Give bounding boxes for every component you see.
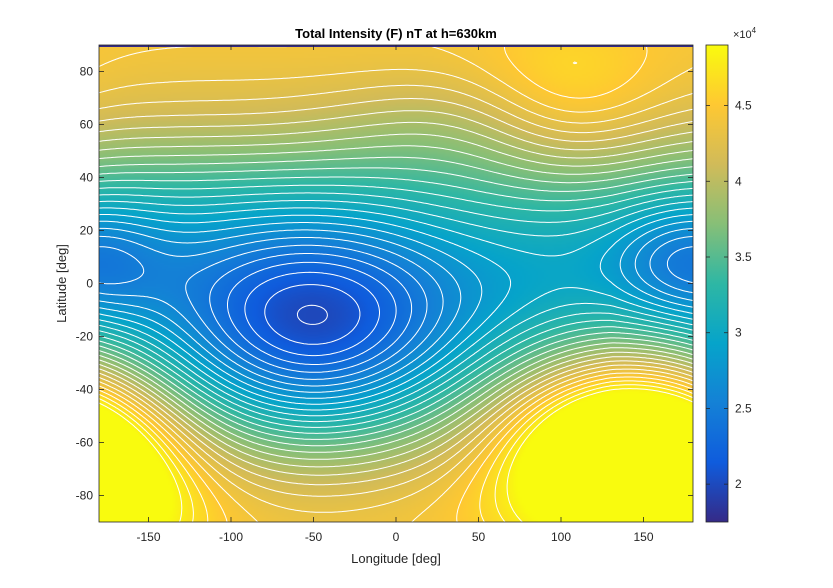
x-axis: -150 -100 -50 0 50 100 150: [136, 45, 654, 544]
contour-line: [99, 133, 693, 460]
contour-line: [99, 384, 693, 522]
y-tick-label: 60: [80, 118, 94, 132]
contour-line: [99, 156, 693, 447]
y-tick-label: 80: [80, 65, 94, 79]
contour-line: [99, 145, 693, 453]
contour-line: [99, 235, 693, 387]
contour-line: [99, 110, 693, 476]
plot-area: [98, 44, 694, 523]
y-tick-label: -20: [76, 330, 94, 344]
contour-line: [99, 207, 693, 411]
y-axis: -80 -60 -40 -20 0 20 40 60 80: [76, 65, 693, 503]
contour-line: [99, 121, 693, 468]
chart-title: Total Intensity (F) nT at h=630km: [295, 26, 497, 41]
contour-line: [99, 220, 693, 399]
contour-line: [99, 192, 693, 423]
x-tick-label: 150: [633, 530, 653, 544]
contour-line: [209, 253, 413, 373]
y-axis-label: Latitude [deg]: [54, 244, 69, 323]
colorbar-tick-label: 4.5: [735, 99, 752, 113]
colorbar-exponent-base: ×10: [733, 29, 752, 41]
y-tick-label: 20: [80, 224, 94, 238]
colorbar-tick-label: 2: [735, 477, 742, 491]
colorbar-gradient: [705, 44, 729, 523]
contour-line: [99, 184, 693, 428]
x-tick-label: 0: [393, 530, 400, 544]
y-tick-label: -80: [76, 489, 94, 503]
colorbar-exponent-power: 4: [752, 26, 757, 35]
contour-line: [99, 84, 693, 497]
y-tick-label: 0: [86, 277, 93, 291]
colorbar-tick-label: 3: [735, 326, 742, 340]
y-tick-label: -60: [76, 436, 94, 450]
contour-line: [99, 200, 693, 417]
colorbar-tick-label: 4: [735, 174, 742, 188]
contour-line: [99, 227, 693, 393]
x-tick-label: 50: [472, 530, 486, 544]
contour-line: [99, 214, 693, 405]
contour-line: [99, 98, 693, 486]
contour-line: [227, 261, 397, 365]
x-tick-label: -100: [219, 530, 243, 544]
contour-lines: [99, 45, 693, 522]
x-axis-label: Longitude [deg]: [351, 551, 441, 566]
contour-line: [264, 284, 361, 345]
colorbar-exponent: ×104: [733, 26, 757, 41]
contour-line: [244, 271, 380, 357]
contour-line: [99, 68, 693, 513]
x-tick-label: 100: [551, 530, 571, 544]
contour-line: [99, 61, 693, 522]
intensity-heatmap: [99, 45, 693, 522]
y-tick-label: 40: [80, 171, 94, 185]
contour-line: [99, 388, 693, 522]
contour-line: [296, 304, 328, 325]
x-tick-label: -50: [305, 530, 323, 544]
x-tick-label: -150: [136, 530, 160, 544]
contour-line: [99, 167, 693, 440]
colorbar-ticks: 2 2.5 3 3.5 4 4.5: [706, 99, 752, 491]
contour-line: [99, 176, 693, 434]
y-tick-label: -40: [76, 383, 94, 397]
colorbar-tick-label: 2.5: [735, 401, 752, 415]
colorbar-tick-label: 3.5: [735, 250, 752, 264]
colorbar: 22.533.544.5 ×104: [705, 26, 757, 523]
contour-line: [99, 244, 693, 380]
